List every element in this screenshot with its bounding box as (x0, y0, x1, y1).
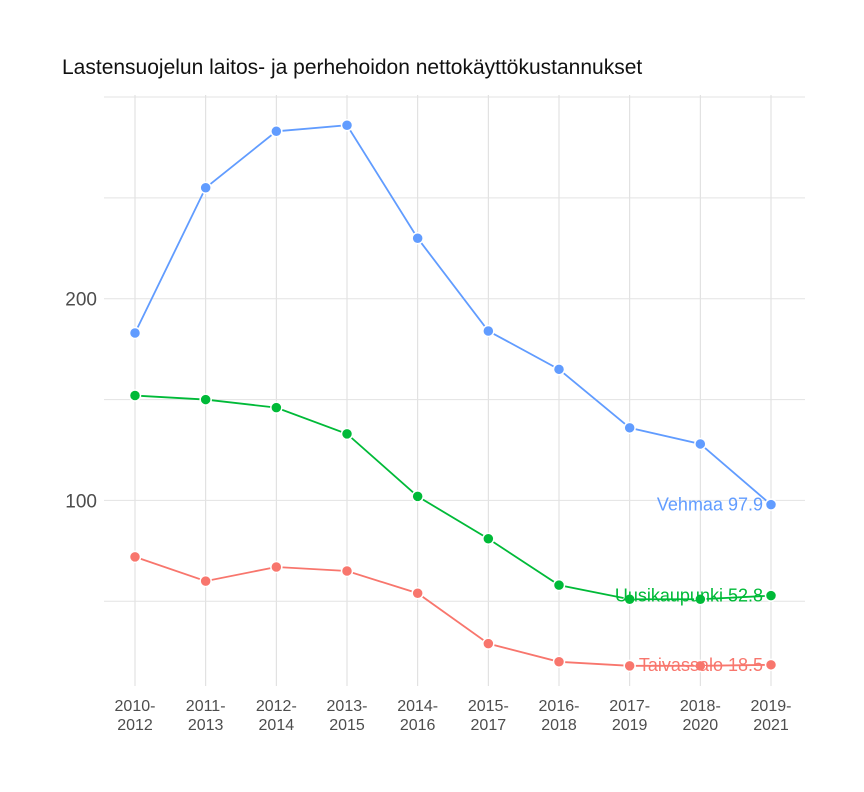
x-tick-label: 2013-2015 (327, 698, 368, 734)
x-tick-label: 2011-2013 (186, 698, 226, 734)
data-point-uusikaupunki (340, 427, 354, 441)
end-label-vehmaa: Vehmaa 97.9 (657, 495, 763, 515)
x-tick-label: 2018-2020 (680, 698, 721, 734)
data-point-taivassalo (482, 637, 495, 650)
data-point-vehmaa (128, 326, 142, 340)
data-point-uusikaupunki (270, 401, 283, 414)
data-point-vehmaa (199, 181, 212, 195)
data-point-taivassalo (694, 659, 707, 673)
data-point-taivassalo (270, 560, 283, 574)
series-lines (134, 124, 772, 667)
data-point-vehmaa (552, 363, 566, 376)
data-point-taivassalo (199, 574, 212, 588)
grid-lines (104, 95, 805, 686)
x-tick-label: 2015-2017 (468, 698, 509, 734)
x-tick-label: 2014-2016 (397, 698, 438, 734)
data-point-uusikaupunki (482, 532, 495, 546)
data-point-taivassalo (340, 564, 354, 578)
data-point-uusikaupunki (411, 490, 424, 503)
x-tick-label: 2016-2018 (539, 698, 580, 734)
series-points (128, 119, 778, 673)
series-line-uusikaupunki (134, 394, 772, 601)
data-point-taivassalo (128, 550, 142, 564)
data-point-vehmaa (694, 437, 707, 451)
y-axis-ticks: 100 200 (65, 290, 97, 513)
data-point-vehmaa (764, 498, 778, 511)
data-point-taivassalo (552, 655, 566, 669)
data-point-uusikaupunki (128, 389, 142, 402)
y-tick-label: 200 (65, 290, 97, 311)
data-point-vehmaa (623, 421, 636, 435)
data-point-taivassalo (764, 658, 778, 672)
data-point-uusikaupunki (694, 593, 707, 606)
chart-title: Lastensuojelun laitos- ja perhehoidon ne… (62, 56, 643, 79)
data-point-taivassalo (623, 659, 636, 673)
data-point-vehmaa (270, 125, 283, 138)
data-point-uusikaupunki (199, 393, 212, 406)
data-point-vehmaa (340, 119, 354, 132)
x-axis-ticks: 2010-2012 2011-2013 2012-2014 2013-2015 2014… (115, 698, 792, 734)
x-tick-label: 2010-2012 (115, 698, 156, 734)
series-line-vehmaa (134, 124, 772, 506)
data-point-uusikaupunki (623, 593, 636, 606)
data-point-taivassalo (411, 586, 424, 600)
end-label-taivassalo: Taivassalo 18.5 (639, 655, 763, 675)
end-labels: Vehmaa 97.9 Uusikaupunki 52.8 Taivassalo 1… (615, 495, 763, 675)
series-line-taivassalo (134, 556, 772, 667)
end-label-uusikaupunki: Uusikaupunki 52.8 (615, 586, 763, 606)
x-tick-label: 2017-2019 (609, 698, 650, 734)
data-point-vehmaa (411, 231, 424, 245)
data-point-uusikaupunki (552, 578, 566, 592)
x-tick-label: 2012-2014 (256, 698, 297, 734)
y-tick-label: 100 (65, 491, 97, 512)
data-point-vehmaa (482, 324, 495, 338)
x-tick-label: 2019-2021 (751, 698, 792, 734)
data-point-uusikaupunki (764, 589, 778, 602)
